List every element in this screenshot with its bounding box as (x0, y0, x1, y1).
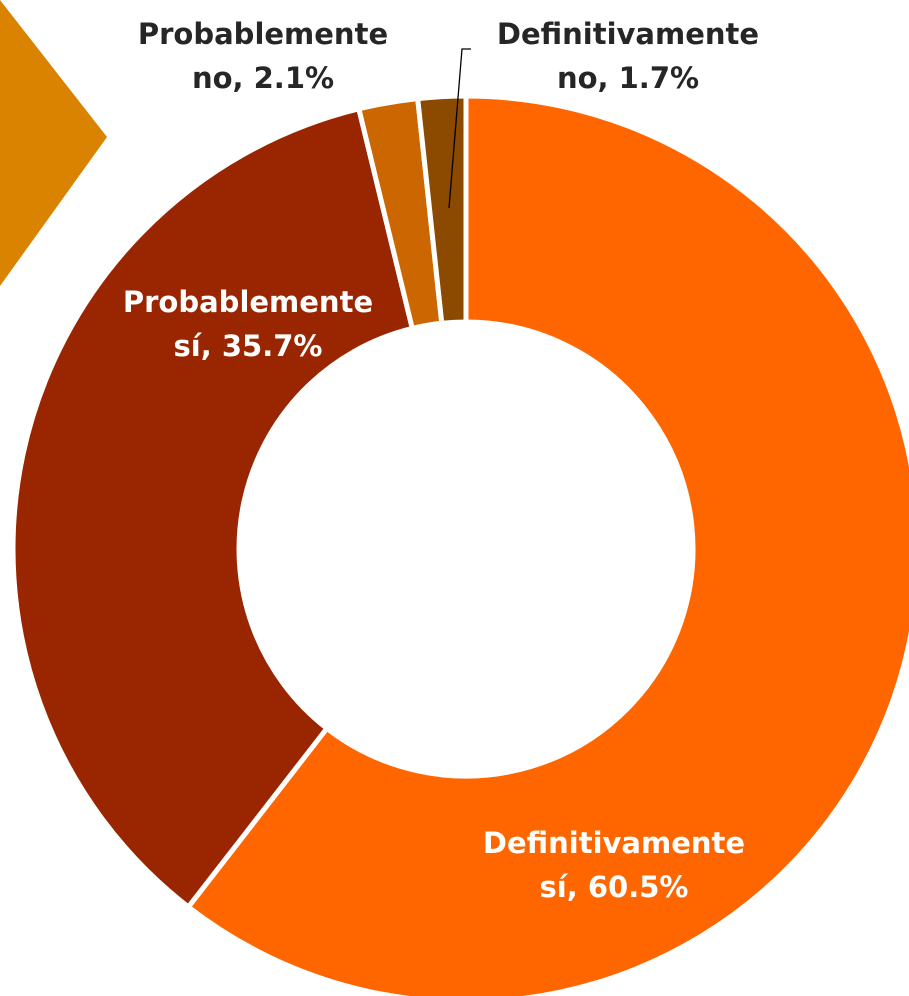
slice-label-probablemente-si: Probablemente sí, 35.7% (123, 285, 373, 363)
donut-slice-1 (10, 106, 415, 910)
slice-label-line1: Definitivamente (483, 826, 745, 860)
slice-label-line2: no, 1.7% (557, 61, 699, 95)
slice-label-probablemente-no: Probablemente no, 2.1% (138, 17, 388, 95)
slice-label-line2: sí, 35.7% (174, 329, 323, 363)
donut-slices (10, 93, 909, 996)
slice-label-line1: Definitivamente (497, 17, 759, 51)
leader-line (448, 48, 471, 209)
slice-label-definitivamente-no: Definitivamente no, 1.7% (497, 17, 759, 95)
slice-label-definitivamente-si: Definitivamente sí, 60.5% (483, 826, 745, 904)
slice-label-line2: sí, 60.5% (540, 870, 689, 904)
donut-slice-0 (185, 93, 909, 996)
decorative-diamond-shape (0, 0, 107, 286)
slice-label-line1: Probablemente (123, 285, 373, 319)
slice-label-line2: no, 2.1% (192, 61, 334, 95)
slice-label-line1: Probablemente (138, 17, 388, 51)
